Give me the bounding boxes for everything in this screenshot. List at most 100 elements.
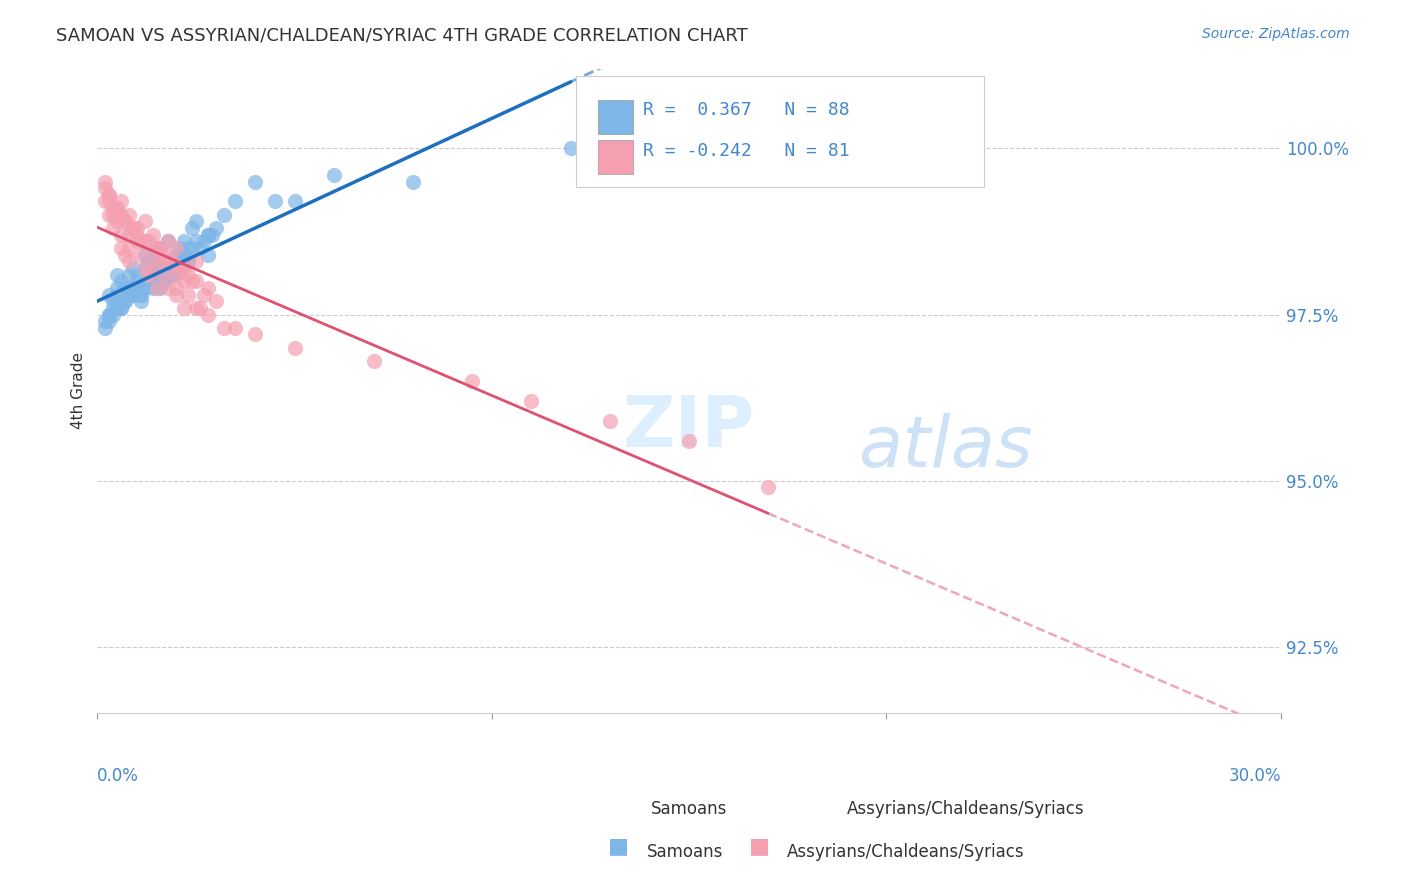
Point xyxy=(145,281,167,295)
Point xyxy=(105,268,128,282)
Point xyxy=(101,208,124,222)
Point xyxy=(101,201,124,215)
Point xyxy=(402,175,425,189)
Point xyxy=(98,187,121,202)
Text: 30.0%: 30.0% xyxy=(1229,766,1281,785)
Point xyxy=(98,308,121,322)
Text: atlas: atlas xyxy=(858,413,1033,482)
Point xyxy=(169,260,191,275)
Point xyxy=(560,141,582,155)
Point xyxy=(98,308,121,322)
Point xyxy=(149,241,172,255)
Point xyxy=(173,274,195,288)
Point xyxy=(599,414,621,428)
Point xyxy=(188,241,211,255)
Point xyxy=(118,208,141,222)
Text: Source: ZipAtlas.com: Source: ZipAtlas.com xyxy=(1202,27,1350,41)
Point xyxy=(153,274,176,288)
Point xyxy=(323,168,346,182)
Point xyxy=(165,254,187,268)
Point xyxy=(125,221,148,235)
Point xyxy=(193,287,215,301)
Point xyxy=(149,254,172,268)
Text: Samoans: Samoans xyxy=(647,843,723,861)
Point xyxy=(114,294,136,309)
Point xyxy=(157,281,180,295)
Point xyxy=(110,274,132,288)
Point xyxy=(121,221,143,235)
Point xyxy=(173,248,195,262)
Point xyxy=(94,321,117,335)
Point xyxy=(162,254,184,268)
Point xyxy=(197,248,219,262)
Point xyxy=(125,235,148,249)
Point xyxy=(105,301,128,315)
Y-axis label: 4th Grade: 4th Grade xyxy=(72,352,86,429)
Point xyxy=(105,201,128,215)
Point xyxy=(197,227,219,242)
Text: R = -0.242   N = 81: R = -0.242 N = 81 xyxy=(643,142,849,160)
Point xyxy=(165,260,187,275)
Point xyxy=(125,274,148,288)
Point xyxy=(173,301,195,315)
Point xyxy=(243,175,266,189)
Point xyxy=(162,268,184,282)
Point xyxy=(224,321,246,335)
Point xyxy=(114,248,136,262)
Point xyxy=(153,268,176,282)
Text: ■: ■ xyxy=(749,836,769,855)
Point xyxy=(134,260,156,275)
Point xyxy=(264,194,287,209)
Point xyxy=(142,248,165,262)
Point xyxy=(149,241,172,255)
Text: ■: ■ xyxy=(609,836,628,855)
Point xyxy=(121,221,143,235)
Point xyxy=(678,434,700,448)
Point xyxy=(105,281,128,295)
Point xyxy=(134,248,156,262)
Point xyxy=(165,281,187,295)
Point xyxy=(138,274,160,288)
Point xyxy=(145,260,167,275)
Point xyxy=(101,221,124,235)
Text: Assyrians/Chaldeans/Syriacs: Assyrians/Chaldeans/Syriacs xyxy=(787,843,1025,861)
Point xyxy=(157,268,180,282)
Point xyxy=(105,287,128,301)
Point xyxy=(177,254,200,268)
Point xyxy=(114,281,136,295)
Point xyxy=(284,194,307,209)
Point xyxy=(165,287,187,301)
Point xyxy=(188,301,211,315)
Point xyxy=(134,260,156,275)
Point xyxy=(756,480,779,494)
Point xyxy=(181,241,204,255)
Point xyxy=(197,281,219,295)
Point xyxy=(118,281,141,295)
Point xyxy=(138,254,160,268)
Point xyxy=(157,235,180,249)
Point xyxy=(363,354,385,368)
Point xyxy=(129,287,152,301)
Point xyxy=(138,235,160,249)
Point xyxy=(118,287,141,301)
Point xyxy=(193,235,215,249)
Point xyxy=(121,287,143,301)
Text: R = -0.242   N = 81: R = -0.242 N = 81 xyxy=(643,142,849,160)
Point xyxy=(118,287,141,301)
Point xyxy=(94,194,117,209)
Point xyxy=(184,235,207,249)
Point xyxy=(118,254,141,268)
Point xyxy=(98,187,121,202)
Point xyxy=(118,268,141,282)
Point xyxy=(169,260,191,275)
Point xyxy=(110,301,132,315)
Point xyxy=(165,260,187,275)
Point xyxy=(129,248,152,262)
Point xyxy=(129,235,152,249)
Point xyxy=(197,308,219,322)
Point xyxy=(184,301,207,315)
Point xyxy=(157,254,180,268)
Point xyxy=(101,308,124,322)
Point xyxy=(134,281,156,295)
Text: R =  0.367   N = 88: R = 0.367 N = 88 xyxy=(643,101,849,119)
